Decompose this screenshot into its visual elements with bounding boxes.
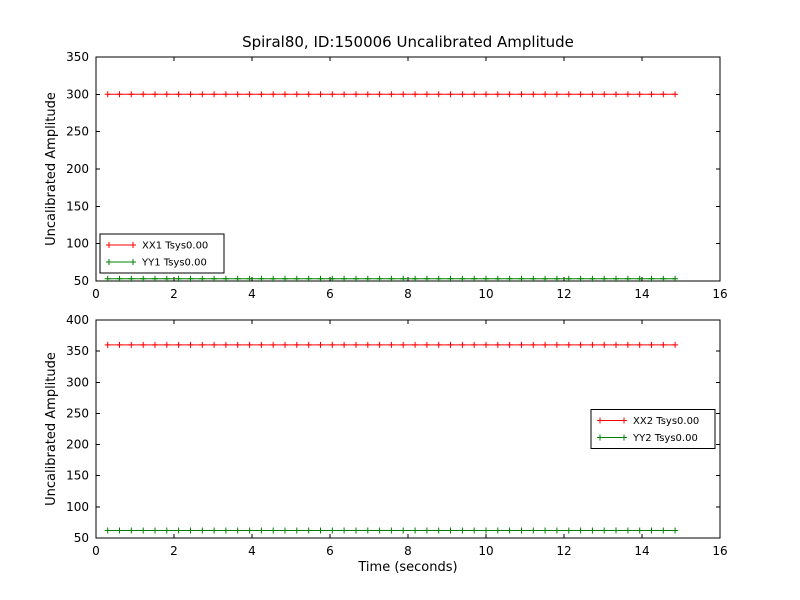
x-tick-label: 8 <box>404 287 412 301</box>
x-tick-label: 14 <box>634 287 649 301</box>
x-axis-label: Time (seconds) <box>357 560 457 575</box>
legend-label: XX2 Tsys0.00 <box>633 416 699 427</box>
x-tick-label: 14 <box>634 544 649 558</box>
x-tick-label: 6 <box>326 544 334 558</box>
x-tick-label: 0 <box>92 544 100 558</box>
y-tick-label: 150 <box>66 469 89 483</box>
x-tick-label: 2 <box>170 287 178 301</box>
series-markers <box>104 527 679 534</box>
series-markers <box>104 341 679 348</box>
x-tick-label: 4 <box>248 287 256 301</box>
x-tick-label: 16 <box>712 544 727 558</box>
y-tick-label: 250 <box>66 406 89 420</box>
y-tick-label: 200 <box>66 162 89 176</box>
legend-box <box>99 233 225 274</box>
legend-sample-marker <box>597 417 627 424</box>
x-tick-label: 12 <box>556 287 571 301</box>
legend-box <box>590 409 716 449</box>
y-tick-label: 350 <box>66 344 89 358</box>
y-axis-label: Uncalibrated Amplitude <box>44 352 59 506</box>
x-tick-label: 10 <box>478 287 493 301</box>
y-tick-label: 100 <box>66 500 89 514</box>
legend-sample-marker <box>106 242 136 248</box>
y-tick-label: 50 <box>74 531 89 545</box>
legend: XX2 Tsys0.00 YY2 Tsys0.00 <box>590 409 716 449</box>
y-tick-label: 300 <box>66 375 89 389</box>
series-markers <box>104 275 679 282</box>
ticks <box>95 319 721 539</box>
y-tick-label: 200 <box>66 438 89 452</box>
y-tick-label: 250 <box>66 125 89 139</box>
y-tick-label: 400 <box>66 313 89 327</box>
y-tick-label: 300 <box>66 87 89 101</box>
y-tick-label: 150 <box>66 199 89 213</box>
legend-label: YY1 Tsys0.00 <box>141 258 207 269</box>
y-axis-label: Uncalibrated Amplitude <box>44 92 59 246</box>
figure-title: Spiral80, ID:150006 Uncalibrated Amplitu… <box>242 33 574 51</box>
y-tick-label: 50 <box>74 274 89 288</box>
y-tick-label: 100 <box>66 237 89 251</box>
x-tick-label: 4 <box>248 544 256 558</box>
x-tick-label: 16 <box>712 287 727 301</box>
subplot-2: 0 2 4 6 8 10 12 14 16 50 100 150 200 250 300 350 400 Unca… <box>44 313 728 575</box>
legend-sample-marker <box>106 259 136 265</box>
legend: XX1 Tsys0.00 YY1 Tsys0.00 <box>99 233 225 274</box>
x-tick-label: 8 <box>404 544 412 558</box>
series-markers <box>104 91 679 98</box>
x-tick-label: 12 <box>556 544 571 558</box>
subplot-1: 0 2 4 6 8 10 12 14 16 50 100 150 200 250 300 350 Uncalib… <box>44 50 728 301</box>
legend-label: XX1 Tsys0.00 <box>142 241 208 252</box>
legend-sample-marker <box>597 434 627 441</box>
x-tick-label: 0 <box>92 287 100 301</box>
legend-label: YY2 Tsys0.00 <box>632 433 698 444</box>
y-tick-label: 350 <box>66 50 89 64</box>
x-tick-label: 2 <box>170 544 178 558</box>
x-tick-label: 10 <box>478 544 493 558</box>
x-tick-label: 6 <box>326 287 334 301</box>
